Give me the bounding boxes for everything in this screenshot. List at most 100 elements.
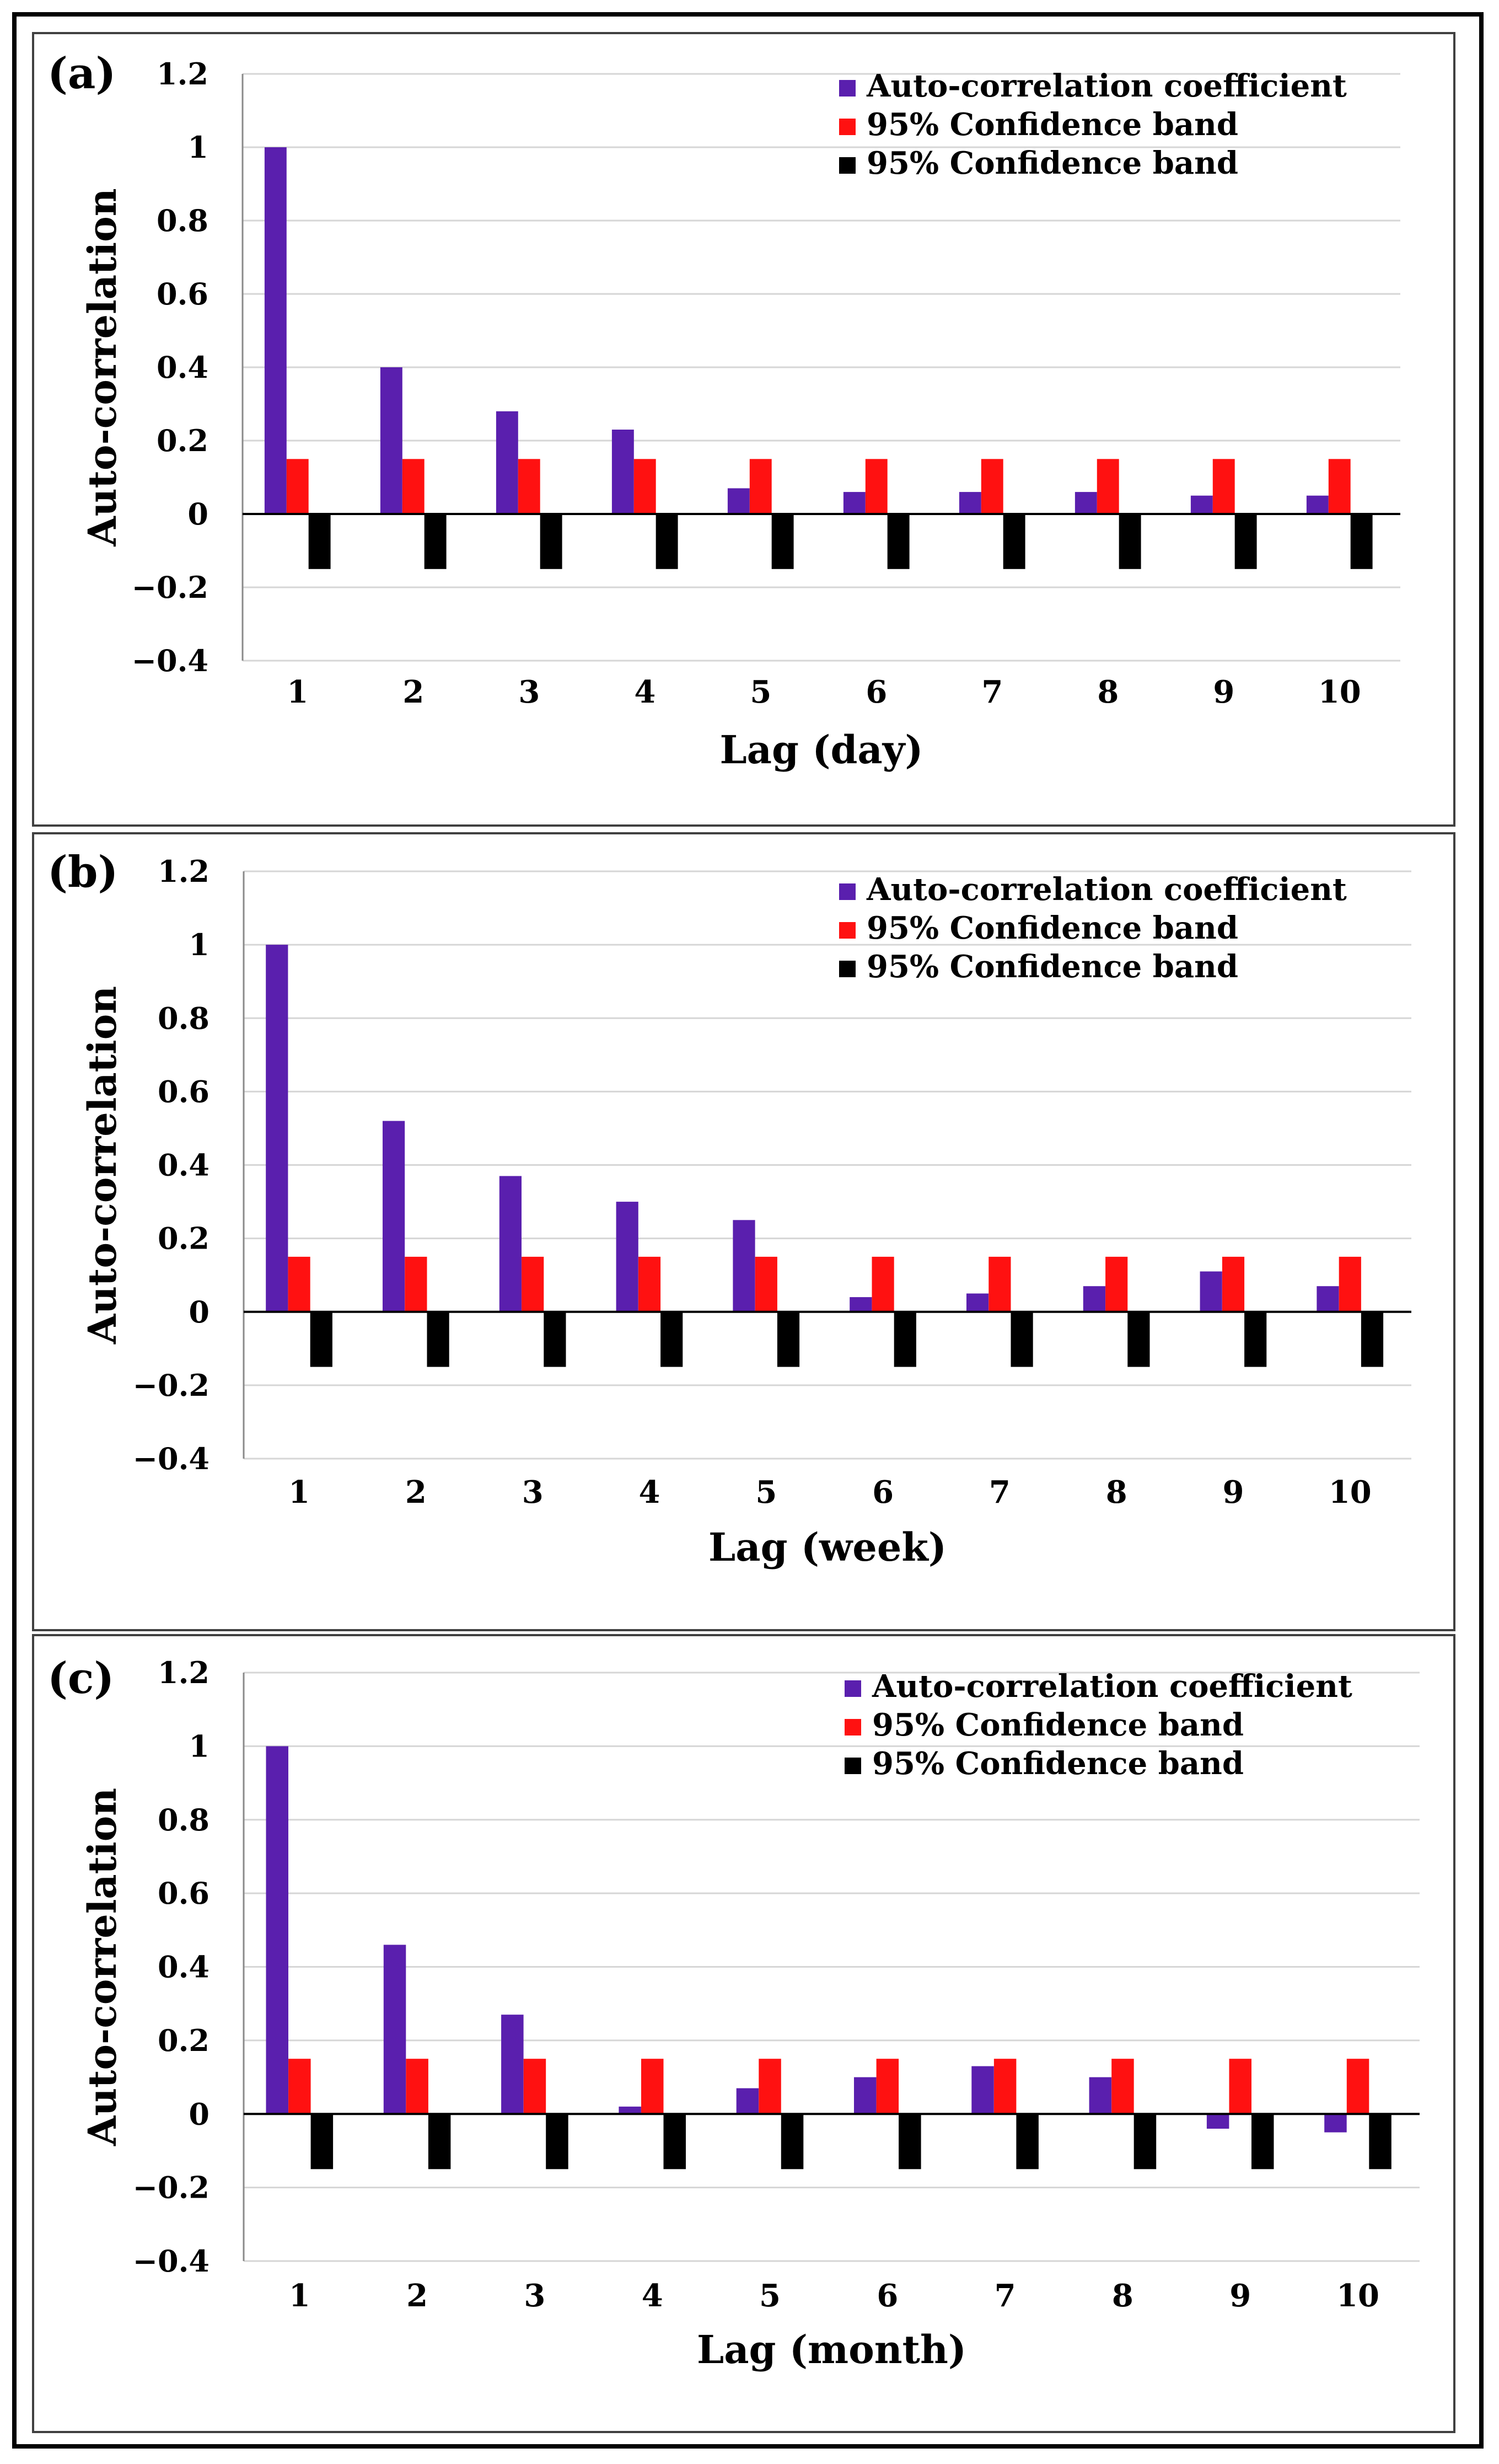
lower-confidence-bar xyxy=(663,2114,686,2170)
x-tick-label: 1 xyxy=(289,2278,310,2314)
autocorrelation-bar xyxy=(959,492,981,514)
upper-confidence-bar xyxy=(759,2059,781,2114)
autocorrelation-bar xyxy=(383,1945,406,2114)
upper-confidence-bar xyxy=(286,459,309,514)
x-tick-label: 2 xyxy=(405,1474,427,1510)
y-tick-label: −0.2 xyxy=(133,2170,209,2205)
autocorrelation-bar xyxy=(499,1176,522,1312)
y-tick-label: 0.4 xyxy=(158,1148,209,1183)
legend-entry: Auto-correlation coefficient xyxy=(872,1668,1352,1705)
lower-confidence-bar xyxy=(1234,514,1257,569)
x-tick-label: 3 xyxy=(518,674,540,710)
x-tick-label: 9 xyxy=(1223,1474,1244,1510)
autocorrelation-bar xyxy=(496,411,518,514)
autocorrelation-bar xyxy=(1206,2114,1229,2129)
legend-swatch xyxy=(845,1719,861,1735)
legend-swatch xyxy=(839,883,856,900)
y-tick-label: 0.2 xyxy=(158,2023,209,2058)
legend-swatch xyxy=(839,119,856,135)
y-tick-label: 0.8 xyxy=(158,1000,209,1036)
x-tick-label: 7 xyxy=(989,1474,1011,1510)
lower-confidence-bar xyxy=(894,1311,916,1367)
lower-confidence-bar xyxy=(1350,514,1373,569)
autocorrelation-bar xyxy=(1324,2114,1347,2133)
y-tick-label: 0.4 xyxy=(158,1949,209,1985)
lower-confidence-bar xyxy=(777,1311,800,1367)
upper-confidence-bar xyxy=(1339,1256,1361,1312)
autocorrelation-bar xyxy=(1317,1286,1339,1312)
upper-confidence-bar xyxy=(402,459,425,514)
x-tick-label: 8 xyxy=(1106,1474,1127,1510)
x-axis-title: Lag (week) xyxy=(708,1524,947,1570)
x-tick-label: 6 xyxy=(866,674,887,710)
lower-confidence-bar xyxy=(1369,2114,1391,2170)
x-tick-label: 6 xyxy=(877,2278,898,2314)
lower-confidence-bar xyxy=(544,1311,566,1367)
legend-entry: 95% Confidence band xyxy=(867,106,1238,143)
x-tick-label: 9 xyxy=(1229,2278,1251,2314)
lower-confidence-bar xyxy=(427,1311,449,1367)
y-tick-label: 0.6 xyxy=(157,276,208,312)
lower-confidence-bar xyxy=(540,514,562,569)
lower-confidence-bar xyxy=(310,1311,332,1367)
y-tick-label: −0.4 xyxy=(132,643,208,678)
lower-confidence-bar xyxy=(1016,2114,1039,2170)
x-tick-label: 5 xyxy=(755,1474,777,1510)
upper-confidence-bar xyxy=(876,2059,899,2114)
y-tick-label: 1.2 xyxy=(157,56,208,92)
upper-confidence-bar xyxy=(1212,459,1235,514)
autocorrelation-bar xyxy=(736,2088,759,2114)
legend-swatch xyxy=(845,1680,861,1697)
autocorrelation-bar xyxy=(611,430,634,514)
lower-confidence-bar xyxy=(310,2114,334,2170)
upper-confidence-bar xyxy=(518,459,540,514)
x-tick-label: 4 xyxy=(634,674,656,710)
upper-confidence-bar xyxy=(755,1256,777,1312)
autocorrelation-bar xyxy=(843,492,866,514)
x-tick-label: 5 xyxy=(759,2278,781,2314)
y-axis-title: Auto-correlation xyxy=(79,188,125,547)
x-tick-label: 2 xyxy=(406,2278,428,2314)
lower-confidence-bar xyxy=(1127,1311,1150,1367)
x-tick-label: 8 xyxy=(1112,2278,1133,2314)
upper-confidence-bar xyxy=(641,2059,664,2114)
panel-label: (c) xyxy=(47,1653,114,1704)
panel-border xyxy=(32,32,1455,827)
y-tick-label: 0 xyxy=(187,496,208,532)
y-tick-label: 1 xyxy=(187,130,208,165)
upper-confidence-bar xyxy=(993,2059,1017,2114)
lower-confidence-bar xyxy=(308,514,331,569)
legend-entry: 95% Confidence band xyxy=(867,949,1238,985)
autocorrelation-bar xyxy=(383,1121,405,1312)
y-tick-label: 0.8 xyxy=(157,203,208,238)
autocorrelation-bar xyxy=(264,147,287,514)
upper-confidence-bar xyxy=(1222,1256,1245,1312)
lower-confidence-bar xyxy=(424,514,447,569)
autocorrelation-bar xyxy=(266,1746,288,2114)
autocorrelation-bar xyxy=(727,488,750,514)
x-tick-label: 10 xyxy=(1329,1474,1372,1510)
y-tick-label: −0.4 xyxy=(133,2243,209,2279)
y-tick-label: −0.2 xyxy=(132,570,208,605)
legend-entry: 95% Confidence band xyxy=(867,910,1238,946)
lower-confidence-bar xyxy=(899,2114,921,2170)
x-tick-label: 9 xyxy=(1213,674,1234,710)
y-axis-title: Auto-correlation xyxy=(79,1788,125,2146)
autocorrelation-bar xyxy=(619,2106,641,2114)
x-tick-label: 10 xyxy=(1336,2278,1379,2314)
lower-confidence-bar xyxy=(546,2114,568,2170)
legend-entry: Auto-correlation coefficient xyxy=(866,68,1347,104)
y-tick-label: −0.2 xyxy=(133,1368,209,1403)
legend-swatch xyxy=(839,80,856,97)
upper-confidence-bar xyxy=(872,1256,894,1312)
autocorrelation-bar xyxy=(854,2077,877,2114)
autocorrelation-bar xyxy=(850,1297,872,1312)
x-tick-label: 10 xyxy=(1318,674,1361,710)
y-tick-label: 0.2 xyxy=(157,423,208,458)
y-tick-label: 0.6 xyxy=(158,1876,209,1911)
lower-confidence-bar xyxy=(656,514,678,569)
autocorrelation-bar xyxy=(1089,2077,1112,2114)
panel-label: (b) xyxy=(47,847,118,897)
autocorrelation-bar xyxy=(1074,492,1097,514)
autocorrelation-bar xyxy=(1190,495,1213,514)
